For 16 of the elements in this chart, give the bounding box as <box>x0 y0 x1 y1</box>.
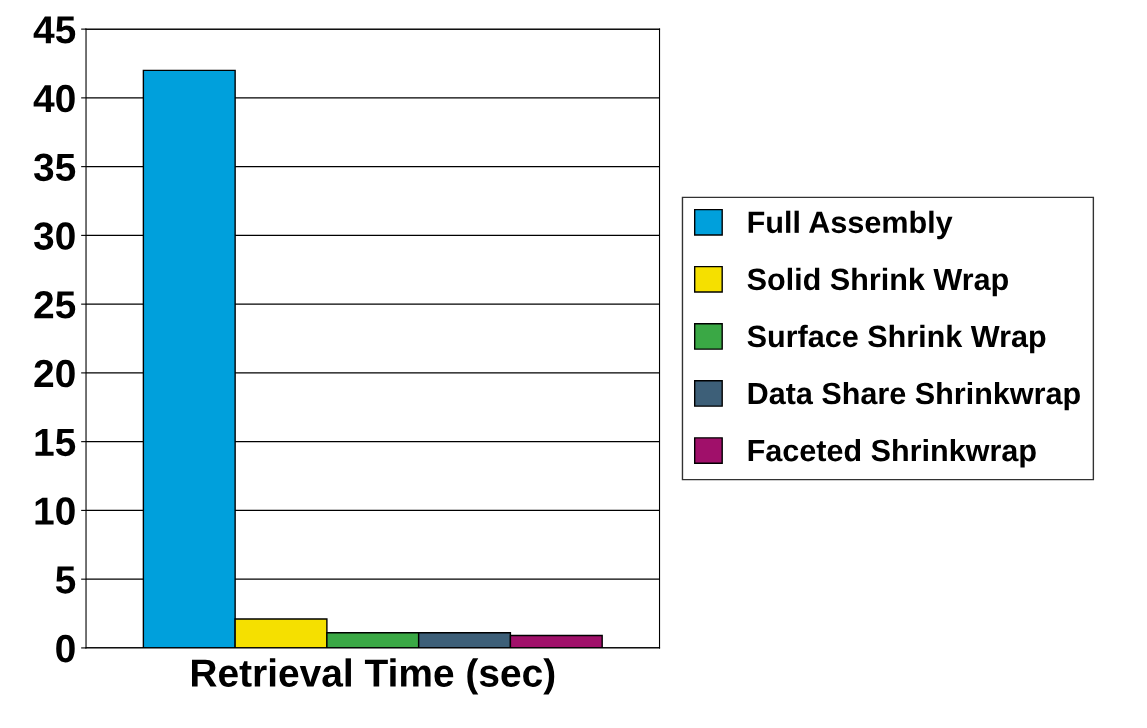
y-tick-label: 40 <box>33 84 75 113</box>
y-tick-label: 10 <box>35 497 75 525</box>
legend-label: Solid Shrink Wrap <box>747 267 1008 297</box>
legend-label: Surface Shrink Wrap <box>747 324 1046 354</box>
y-tick-label: 35 <box>33 153 76 182</box>
legend-label: Faceted Shrinkwrap <box>748 438 1036 468</box>
y-tick-label: 0 <box>56 634 75 663</box>
y-tick-label: 45 <box>33 16 76 44</box>
y-tick-label: 25 <box>34 291 76 319</box>
y-tick-label: 30 <box>33 222 75 250</box>
x-axis-title: Retrieval Time (sec) <box>192 658 555 695</box>
legend-label: Full Assembly <box>748 210 953 240</box>
y-tick-label: 5 <box>55 566 76 594</box>
y-tick-label: 15 <box>35 428 76 457</box>
y-tick-label: 20 <box>34 359 75 388</box>
legend-label: Data Share Shrinkwrap <box>748 381 1080 411</box>
